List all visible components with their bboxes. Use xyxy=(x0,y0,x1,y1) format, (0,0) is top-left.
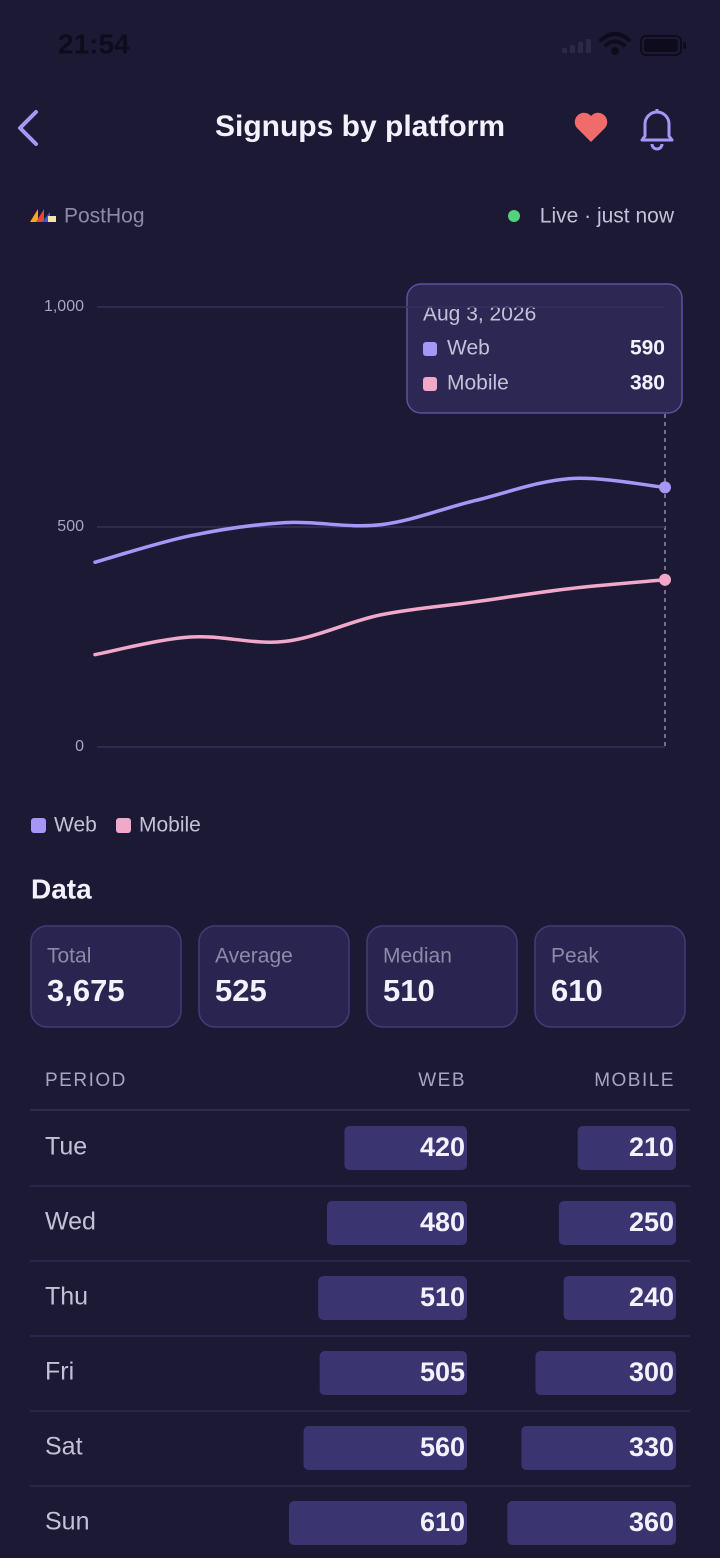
stat-label: Average xyxy=(215,945,293,968)
column-header: WEB xyxy=(418,1070,466,1091)
cell-value: 360 xyxy=(629,1507,674,1537)
period-label: Tue xyxy=(45,1133,87,1161)
cell-value: 210 xyxy=(629,1132,674,1162)
battery-icon xyxy=(640,35,686,56)
value-bar xyxy=(318,1276,467,1320)
value-bar xyxy=(289,1501,467,1545)
legend-swatch xyxy=(116,818,131,833)
notifications-button[interactable] xyxy=(640,109,674,151)
back-button[interactable] xyxy=(18,110,38,146)
cell-value: 420 xyxy=(420,1132,465,1162)
signal-icon xyxy=(562,39,591,53)
column-header: MOBILE xyxy=(594,1070,675,1091)
stat-label: Total xyxy=(47,945,91,968)
stat-card xyxy=(30,925,182,1028)
wifi-icon xyxy=(599,32,631,55)
cell-value: 560 xyxy=(420,1432,465,1462)
tooltip-value: 380 xyxy=(630,372,665,395)
active-point xyxy=(659,481,671,494)
y-tick-label: 500 xyxy=(57,518,84,535)
tooltip-swatch xyxy=(423,377,437,391)
cell-value: 250 xyxy=(629,1207,674,1237)
legend-swatch xyxy=(31,818,46,833)
cell-value: 330 xyxy=(629,1432,674,1462)
stat-card xyxy=(198,925,350,1028)
value-bar xyxy=(303,1426,467,1470)
stat-value: 510 xyxy=(383,973,435,1008)
y-tick-label: 0 xyxy=(75,738,84,755)
series-line xyxy=(93,578,667,657)
value-bar xyxy=(326,1201,467,1245)
value-bar xyxy=(563,1276,676,1320)
legend-label: Web xyxy=(54,814,97,837)
cell-value: 240 xyxy=(629,1282,674,1312)
tooltip-swatch xyxy=(423,342,437,356)
stat-value: 525 xyxy=(215,973,267,1008)
live-status: Live · just now xyxy=(540,205,675,228)
value-bar xyxy=(577,1126,676,1170)
cell-value: 510 xyxy=(420,1282,465,1312)
legend-label: Mobile xyxy=(139,814,201,837)
period-label: Thu xyxy=(45,1283,88,1311)
favorite-button[interactable] xyxy=(574,112,608,142)
tooltip-series-name: Mobile xyxy=(447,372,509,395)
stat-card xyxy=(366,925,518,1028)
source-logo xyxy=(30,209,56,222)
period-label: Sat xyxy=(45,1433,83,1461)
series-line xyxy=(93,476,667,564)
period-label: Sun xyxy=(45,1508,89,1536)
value-bar xyxy=(319,1351,467,1395)
section-title: Data xyxy=(31,873,92,904)
source-name: PostHog xyxy=(64,205,145,228)
active-point xyxy=(659,573,671,586)
period-label: Fri xyxy=(45,1358,74,1386)
cell-value: 505 xyxy=(420,1357,465,1387)
value-bar xyxy=(558,1201,676,1245)
period-label: Wed xyxy=(45,1208,96,1236)
screen-title: Signups by platform xyxy=(215,110,505,143)
stat-value: 610 xyxy=(551,973,603,1008)
value-bar xyxy=(507,1501,676,1545)
value-bar xyxy=(535,1351,676,1395)
live-indicator xyxy=(508,210,520,222)
stat-card xyxy=(534,925,686,1028)
tooltip-series-name: Web xyxy=(447,337,490,360)
status-time: 21:54 xyxy=(58,28,130,59)
tooltip-value: 590 xyxy=(630,337,665,360)
value-bar xyxy=(521,1426,676,1470)
cell-value: 300 xyxy=(629,1357,674,1387)
column-header: PERIOD xyxy=(45,1070,127,1091)
tooltip xyxy=(406,283,683,414)
stat-label: Median xyxy=(383,945,452,968)
stat-value: 3,675 xyxy=(47,973,125,1008)
stat-label: Peak xyxy=(551,945,599,968)
tooltip-title: Aug 3, 2026 xyxy=(423,303,536,326)
y-tick-label: 1,000 xyxy=(44,298,84,315)
cell-value: 480 xyxy=(420,1207,465,1237)
value-bar xyxy=(344,1126,467,1170)
cell-value: 610 xyxy=(420,1507,465,1537)
